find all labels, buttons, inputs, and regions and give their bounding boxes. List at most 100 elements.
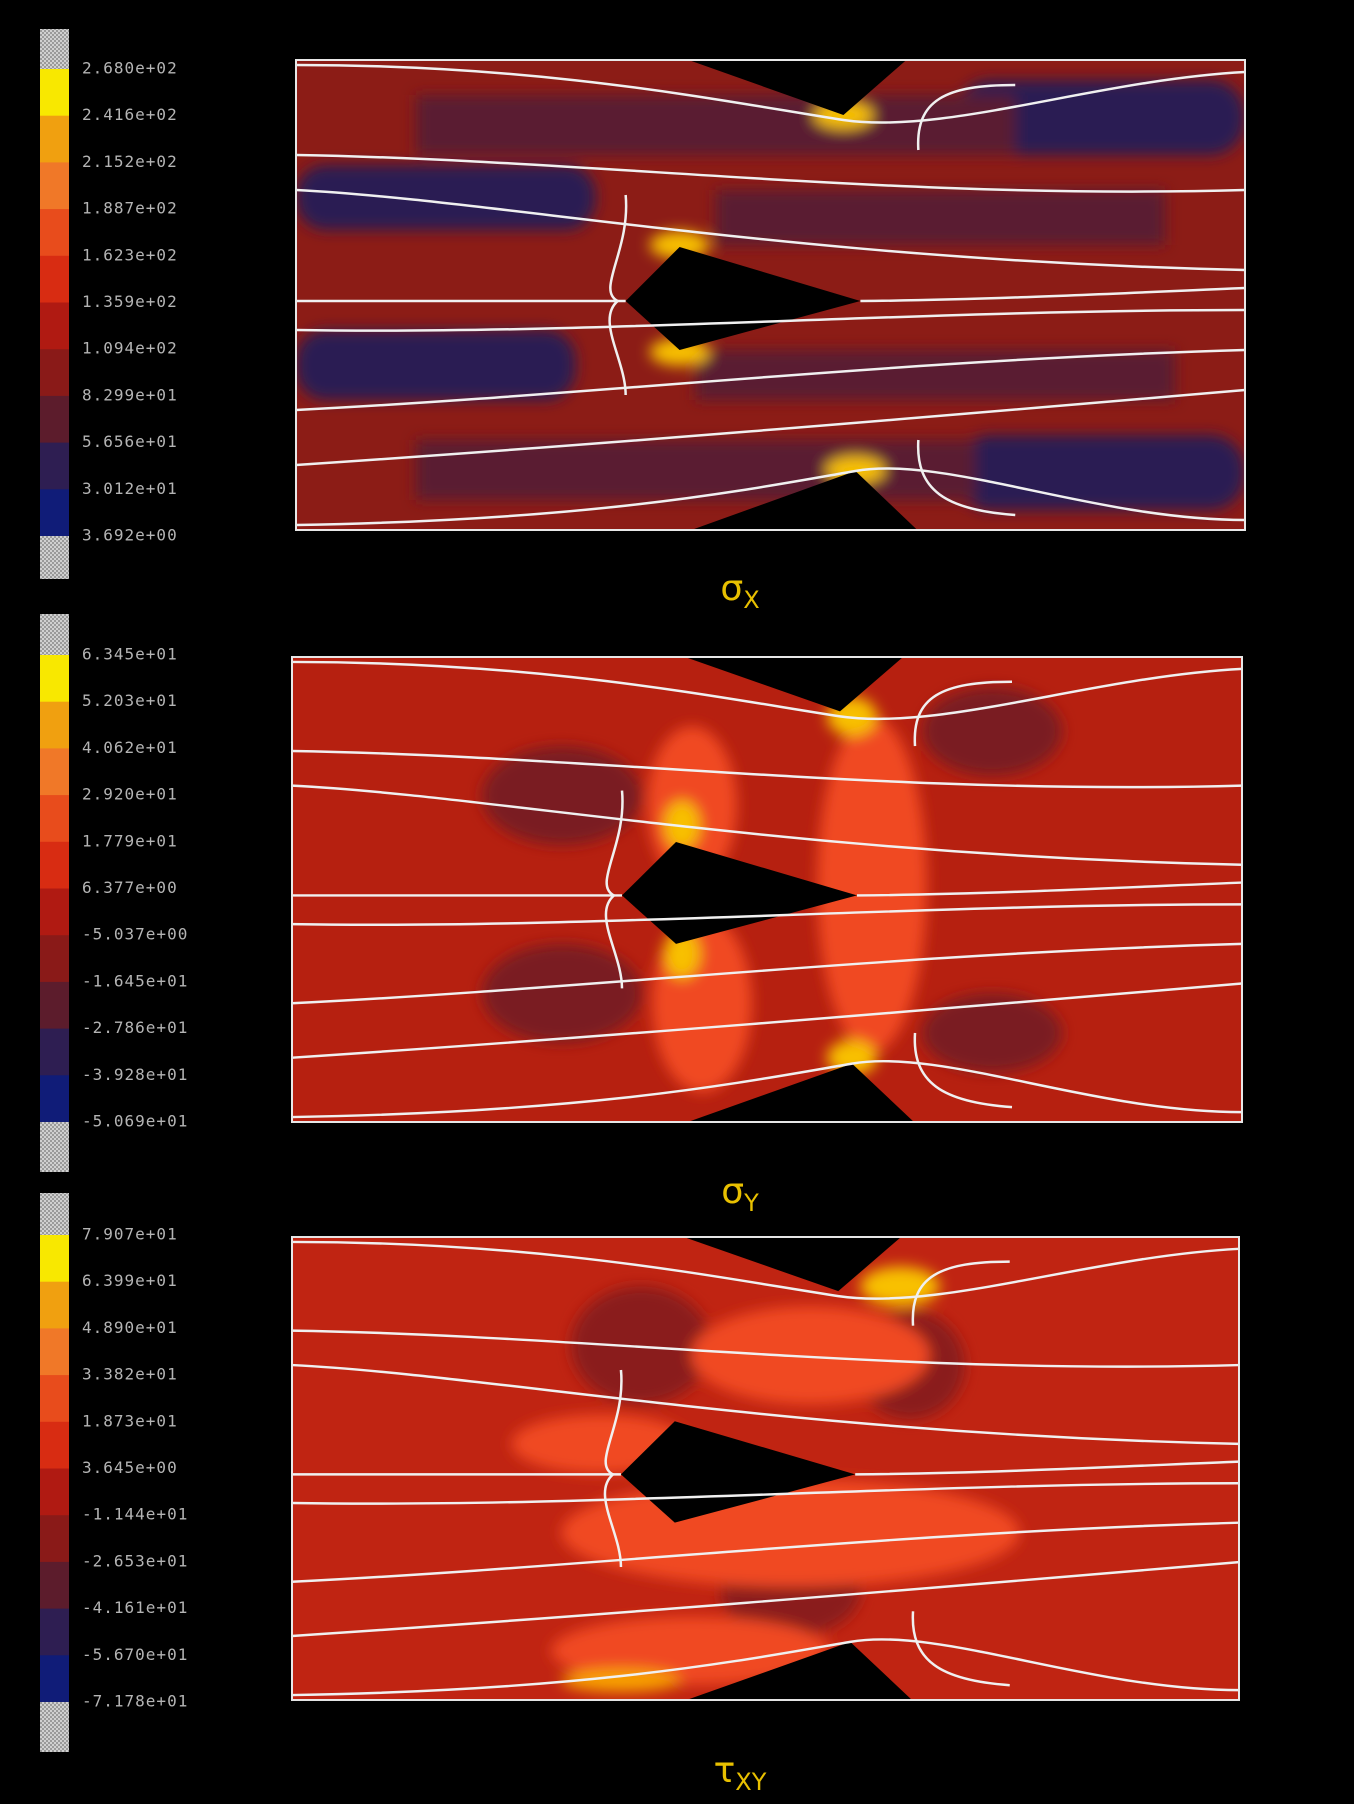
colorbar-block (40, 1561, 69, 1610)
colorbar-label: 3.692e+00 (82, 526, 178, 545)
contour-line (292, 749, 1242, 789)
contour-line (292, 1329, 1240, 1368)
colorbar-end (40, 536, 69, 579)
plot-border (291, 656, 1243, 1123)
colorbar-block (40, 841, 69, 889)
stress-region (955, 435, 1245, 510)
colorbar-block (40, 795, 69, 843)
colorbar-end (40, 29, 69, 69)
stress-region (955, 80, 1245, 155)
panel-title: σY (721, 1171, 759, 1217)
colorbar-block (40, 69, 69, 117)
stress-region (551, 1616, 831, 1686)
contour-line (292, 1482, 1240, 1505)
contour-line (913, 1032, 1013, 1109)
contour-line (292, 1240, 1240, 1300)
notch (686, 1641, 912, 1701)
stress-region (817, 716, 927, 1053)
panel: 6.345e+01 5.203e+01 4.062e+01 2.920e+01 1.77… (40, 614, 1243, 1217)
colorbar-label: 6.377e+00 (82, 878, 178, 897)
contour-plot (295, 59, 1246, 531)
contour-line (603, 1369, 623, 1568)
colorbar-label: 1.779e+01 (82, 831, 178, 850)
colorbar-block (40, 1655, 69, 1703)
notch (687, 1063, 914, 1123)
colorbar-block (40, 1468, 69, 1516)
notch (685, 657, 903, 712)
colorbar-end (40, 1122, 69, 1172)
colorbar-label: -4.161e+01 (82, 1598, 188, 1617)
colorbar-block (40, 209, 69, 257)
colorbar-end (40, 614, 69, 655)
contour-line (292, 660, 1242, 721)
contour-line (292, 1560, 1240, 1638)
contour-line (292, 942, 1242, 1005)
contour-line (296, 153, 1245, 193)
colorbar-block (40, 981, 69, 1030)
colorbar-label: 3.382e+01 (82, 1365, 178, 1384)
stress-region (482, 746, 642, 845)
colorbar-label: 5.203e+01 (82, 691, 178, 710)
contour-line (860, 286, 1245, 303)
stress-region (860, 1266, 940, 1306)
stress-region (664, 929, 700, 979)
contour-line (292, 1521, 1240, 1584)
title-symbol: τ (714, 1750, 736, 1791)
panel-title: τXY (714, 1750, 767, 1796)
panel-title: σX (720, 568, 759, 614)
stress-region (690, 1305, 930, 1405)
colorbar-label: 2.152e+02 (82, 152, 178, 171)
colorbar-block (40, 935, 69, 983)
stress-region (561, 1668, 681, 1693)
colorbar-label: 4.062e+01 (82, 738, 178, 757)
colorbar-block (40, 115, 69, 163)
contour-plot (291, 1236, 1240, 1701)
colorbar-label: 1.873e+01 (82, 1411, 178, 1430)
colorbar-label: -5.037e+00 (82, 925, 188, 944)
contour-line (856, 881, 1242, 897)
colorbar-block (40, 1281, 69, 1329)
stress-region (296, 165, 596, 230)
colorbar-label: 6.345e+01 (82, 645, 178, 664)
contour-line (911, 1611, 1010, 1687)
colorbar-block (40, 162, 69, 210)
contour-line (913, 680, 1013, 747)
contour-line (296, 63, 1245, 124)
colorbar-label: 3.012e+01 (82, 479, 178, 498)
colorbar-label: 5.656e+01 (82, 432, 178, 451)
stress-region (715, 190, 1166, 245)
colorbar-label: 1.623e+02 (82, 245, 178, 264)
title-symbol: σ (720, 568, 743, 609)
contour-line (292, 784, 1242, 867)
notch (683, 1237, 902, 1292)
colorbar-block (40, 255, 69, 303)
contour-line (296, 188, 1245, 272)
contour-line (911, 1260, 1010, 1326)
contour-line (292, 982, 1242, 1059)
title-subscript: Y (743, 1189, 759, 1217)
colorbar (40, 614, 69, 1172)
colorbar-end (40, 1193, 69, 1235)
contour-line (292, 1363, 1240, 1446)
stress-region (296, 330, 576, 400)
contour-field (292, 657, 1242, 1123)
colorbar-label: 8.299e+01 (82, 385, 178, 404)
colorbar (40, 29, 69, 579)
contour-line (608, 194, 628, 396)
contour-line (916, 83, 1016, 151)
colorbar-label: 6.399e+01 (82, 1271, 178, 1290)
colorbar-block (40, 1421, 69, 1469)
panel: 7.907e+01 6.399e+01 4.890e+01 3.382e+01 1.87… (40, 1193, 1240, 1796)
contour-line (916, 439, 1016, 517)
field-regions (482, 686, 1062, 1093)
colorbar-label: 1.094e+02 (82, 339, 178, 358)
title-subscript: X (743, 586, 759, 614)
contour-line (296, 348, 1245, 412)
colorbar-label: -3.928e+01 (82, 1065, 188, 1084)
colorbar-block (40, 1515, 69, 1563)
colorbar-label: -5.670e+01 (82, 1645, 188, 1664)
colorbar-label: -1.645e+01 (82, 971, 188, 990)
colorbar-block (40, 1075, 69, 1123)
